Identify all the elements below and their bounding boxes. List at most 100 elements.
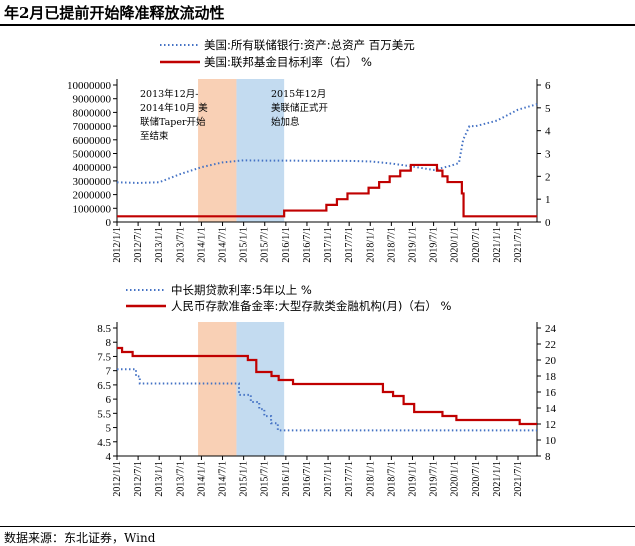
x-axis-tick-label: 2014/7/1 bbox=[218, 461, 229, 497]
left-axis-tick-label: 6 bbox=[106, 394, 112, 406]
x-axis-tick-label: 2021/1/1 bbox=[492, 227, 503, 263]
x-axis-tick-label: 2020/7/1 bbox=[471, 227, 482, 263]
chart-1-shaded-periods bbox=[198, 79, 285, 222]
right-axis-tick-label: 0 bbox=[545, 217, 551, 229]
left-axis-tick-label: 0 bbox=[106, 217, 112, 229]
right-axis-tick-label: 10 bbox=[545, 435, 557, 447]
right-axis-tick-label: 14 bbox=[545, 403, 557, 415]
chart-1-annotation-hike: 2015年12月 美联储正式开 始加息 bbox=[271, 88, 329, 128]
left-axis-tick-label: 7 bbox=[106, 366, 112, 378]
shaded-period-2 bbox=[236, 79, 285, 222]
x-axis-tick-label: 2021/1/1 bbox=[492, 461, 503, 497]
right-axis-tick-label: 2 bbox=[545, 171, 551, 183]
chart-1-series bbox=[116, 103, 538, 218]
x-axis-tick-label: 2018/1/1 bbox=[365, 227, 376, 263]
chart-2-left-axis: 4 4.5 5 5.5 6 6.5 7 7.5 8 8.5 bbox=[97, 322, 118, 463]
right-axis-tick-label: 20 bbox=[545, 355, 557, 367]
x-axis-tick-label: 2014/7/1 bbox=[218, 227, 229, 263]
x-axis-tick-label: 2015/7/1 bbox=[260, 227, 271, 263]
x-axis-tick-label: 2012/1/1 bbox=[112, 461, 123, 497]
left-axis-tick-label: 4000000 bbox=[73, 162, 112, 174]
left-axis-tick-label: 3000000 bbox=[73, 176, 112, 188]
right-axis-tick-label: 4 bbox=[545, 126, 551, 138]
right-axis-tick-label: 18 bbox=[545, 371, 557, 383]
chart-2: 中长期贷款利率:5年以上 % 人民币存款准备金率:大型存款类金融机构(月)（右）… bbox=[97, 283, 556, 497]
left-axis-tick-label: 8 bbox=[106, 337, 112, 349]
series-line-1 bbox=[116, 103, 538, 184]
page-title: 年2月已提前开始降准释放流动性 bbox=[4, 4, 225, 22]
right-axis-tick-label: 3 bbox=[545, 149, 551, 161]
left-axis-tick-label: 6.5 bbox=[97, 380, 111, 392]
annotation-hike-line-3: 始加息 bbox=[271, 116, 300, 128]
annotation-taper-line-4: 至结束 bbox=[140, 130, 169, 142]
left-axis-tick-label: 8000000 bbox=[73, 107, 112, 119]
left-axis-tick-label: 2000000 bbox=[73, 190, 112, 202]
x-axis-tick-label: 2012/1/1 bbox=[112, 227, 123, 263]
annotation-taper-line-2: 2014年10月 美 bbox=[140, 102, 208, 114]
series-line-2 bbox=[117, 163, 537, 218]
right-axis-tick-label: 16 bbox=[545, 387, 557, 399]
x-axis-tick-label: 2018/1/1 bbox=[365, 461, 376, 497]
chart-1-annotation-taper: 2013年12月- 2014年10月 美 联储Taper开始 至结束 bbox=[140, 88, 208, 142]
left-axis-tick-label: 5000000 bbox=[73, 149, 112, 161]
x-axis-tick-label: 2015/1/1 bbox=[239, 227, 250, 263]
x-axis-tick-label: 2012/7/1 bbox=[133, 227, 144, 263]
chart-1-x-axis: 2012/1/1 2012/7/1 2013/1/1 2013/7/1 2014/1/1… bbox=[112, 221, 537, 263]
x-axis-tick-label: 2015/1/1 bbox=[239, 461, 250, 497]
x-axis-tick-label: 2017/1/1 bbox=[323, 227, 334, 263]
x-axis-tick-label: 2015/7/1 bbox=[260, 461, 271, 497]
x-axis-tick-label: 2016/7/1 bbox=[302, 227, 313, 263]
right-axis-tick-label: 24 bbox=[545, 323, 557, 335]
chart-1: 美国:所有联储银行:资产:总资产 百万美元 美国:联邦基金目标利率（右） % 0… bbox=[67, 38, 551, 263]
right-axis-tick-label: 8 bbox=[545, 451, 551, 463]
x-axis-tick-label: 2019/7/1 bbox=[429, 461, 440, 497]
x-axis-tick-label: 2019/1/1 bbox=[407, 461, 418, 497]
chart-2-series bbox=[117, 346, 537, 432]
left-axis-tick-label: 9000000 bbox=[73, 94, 112, 106]
x-axis-tick-label: 2013/1/1 bbox=[154, 461, 165, 497]
chart-1-right-axis: 0 1 2 3 4 5 6 bbox=[536, 79, 551, 229]
chart-2-x-axis: 2012/1/1 2012/7/1 2013/1/1 2013/7/1 2014/1/1… bbox=[112, 455, 537, 497]
left-axis-tick-label: 7000000 bbox=[73, 121, 112, 133]
left-axis-tick-label: 4.5 bbox=[97, 437, 111, 449]
legend-label-fed-assets: 美国:所有联储银行:资产:总资产 百万美元 bbox=[204, 38, 415, 52]
x-axis-tick-label: 2014/1/1 bbox=[196, 227, 207, 263]
x-axis-tick-label: 2019/7/1 bbox=[429, 227, 440, 263]
legend-label-loan-rate: 中长期贷款利率:5年以上 % bbox=[171, 283, 312, 297]
x-axis-tick-label: 2016/7/1 bbox=[302, 461, 313, 497]
series-line-2 bbox=[117, 346, 537, 426]
right-axis-tick-label: 5 bbox=[545, 103, 551, 115]
x-axis-tick-label: 2017/1/1 bbox=[323, 461, 334, 497]
chart-2-legend: 中长期贷款利率:5年以上 % 人民币存款准备金率:大型存款类金融机构(月)（右）… bbox=[126, 283, 452, 313]
annotation-taper-line-1: 2013年12月- bbox=[140, 88, 198, 100]
chart-1-legend: 美国:所有联储银行:资产:总资产 百万美元 美国:联邦基金目标利率（右） % bbox=[160, 38, 415, 69]
legend-label-rrr: 人民币存款准备金率:大型存款类金融机构(月)（右） % bbox=[171, 299, 452, 313]
x-axis-tick-label: 2013/7/1 bbox=[175, 227, 186, 263]
x-axis-tick-label: 2021/7/1 bbox=[513, 227, 524, 263]
x-axis-tick-label: 2017/7/1 bbox=[344, 227, 355, 263]
left-axis-tick-label: 7.5 bbox=[97, 351, 111, 363]
footer-divider bbox=[0, 526, 635, 527]
right-axis-tick-label: 1 bbox=[545, 194, 551, 206]
left-axis-tick-label: 8.5 bbox=[97, 323, 111, 335]
right-axis-tick-label: 12 bbox=[545, 419, 556, 431]
left-axis-tick-label: 6000000 bbox=[73, 135, 112, 147]
annotation-hike-line-2: 美联储正式开 bbox=[271, 102, 329, 114]
x-axis-tick-label: 2020/7/1 bbox=[471, 461, 482, 497]
annotation-hike-line-1: 2015年12月 bbox=[271, 88, 326, 100]
shaded-period-1 bbox=[198, 322, 237, 456]
series-line-1 bbox=[117, 368, 537, 432]
left-axis-tick-label: 5.5 bbox=[97, 408, 111, 420]
legend-label-fed-rate: 美国:联邦基金目标利率（右） % bbox=[204, 55, 372, 69]
x-axis-tick-label: 2012/7/1 bbox=[133, 461, 144, 497]
x-axis-tick-label: 2014/1/1 bbox=[196, 461, 207, 497]
x-axis-tick-label: 2016/1/1 bbox=[281, 461, 292, 497]
left-axis-tick-label: 10000000 bbox=[67, 80, 112, 92]
x-axis-tick-label: 2013/7/1 bbox=[175, 461, 186, 497]
shaded-period-2 bbox=[236, 322, 285, 456]
x-axis-tick-label: 2021/7/1 bbox=[513, 461, 524, 497]
x-axis-tick-label: 2013/1/1 bbox=[154, 227, 165, 263]
right-axis-tick-label: 6 bbox=[545, 80, 551, 92]
x-axis-tick-label: 2020/1/1 bbox=[450, 461, 461, 497]
x-axis-tick-label: 2020/1/1 bbox=[450, 227, 461, 263]
